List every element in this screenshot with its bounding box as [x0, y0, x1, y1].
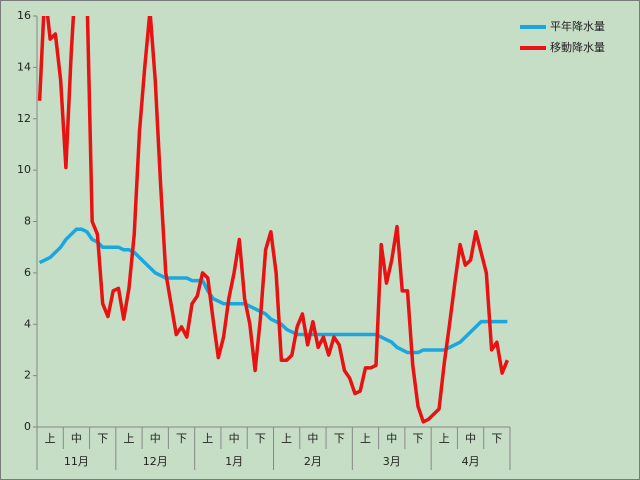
series-line	[37, 16, 509, 424]
y-tick-label: 14	[17, 60, 31, 73]
y-tick-label: 16	[17, 9, 31, 22]
x-tick-label: 下	[491, 432, 502, 445]
x-tick-label: 下	[334, 432, 345, 445]
y-tick-label: 6	[24, 266, 31, 279]
group-label: 12月	[143, 455, 168, 468]
x-tick-label: 上	[281, 432, 292, 445]
x-tick-label: 中	[150, 432, 161, 445]
group-label: 4月	[462, 455, 480, 468]
x-tick-label: 上	[202, 432, 213, 445]
series-line	[38, 227, 508, 355]
group-label: 1月	[225, 455, 243, 468]
y-tick-label: 4	[24, 317, 31, 330]
x-tick-label: 中	[229, 432, 240, 445]
x-tick-label: 上	[123, 432, 134, 445]
x-tick-label: 下	[97, 432, 108, 445]
y-tick-label: 8	[24, 215, 31, 228]
group-label: 3月	[383, 455, 401, 468]
y-tick-label: 0	[24, 420, 31, 433]
y-tick-label: 2	[24, 369, 31, 382]
y-tick-label: 10	[17, 163, 31, 176]
legend-label: 平年降水量	[550, 19, 605, 33]
x-tick-label: 中	[386, 432, 397, 445]
x-tick-label: 中	[465, 432, 476, 445]
x-tick-label: 上	[439, 432, 450, 445]
x-tick-label: 下	[413, 432, 424, 445]
x-tick-label: 中	[71, 432, 82, 445]
x-tick-label: 上	[360, 432, 371, 445]
x-tick-label: 下	[255, 432, 266, 445]
group-label: 2月	[304, 455, 322, 468]
x-tick-label: 上	[45, 432, 56, 445]
x-tick-label: 中	[307, 432, 318, 445]
y-tick-label: 12	[17, 112, 31, 125]
group-label: 11月	[64, 455, 89, 468]
x-tick-label: 下	[176, 432, 187, 445]
legend-label: 移動降水量	[550, 40, 605, 54]
